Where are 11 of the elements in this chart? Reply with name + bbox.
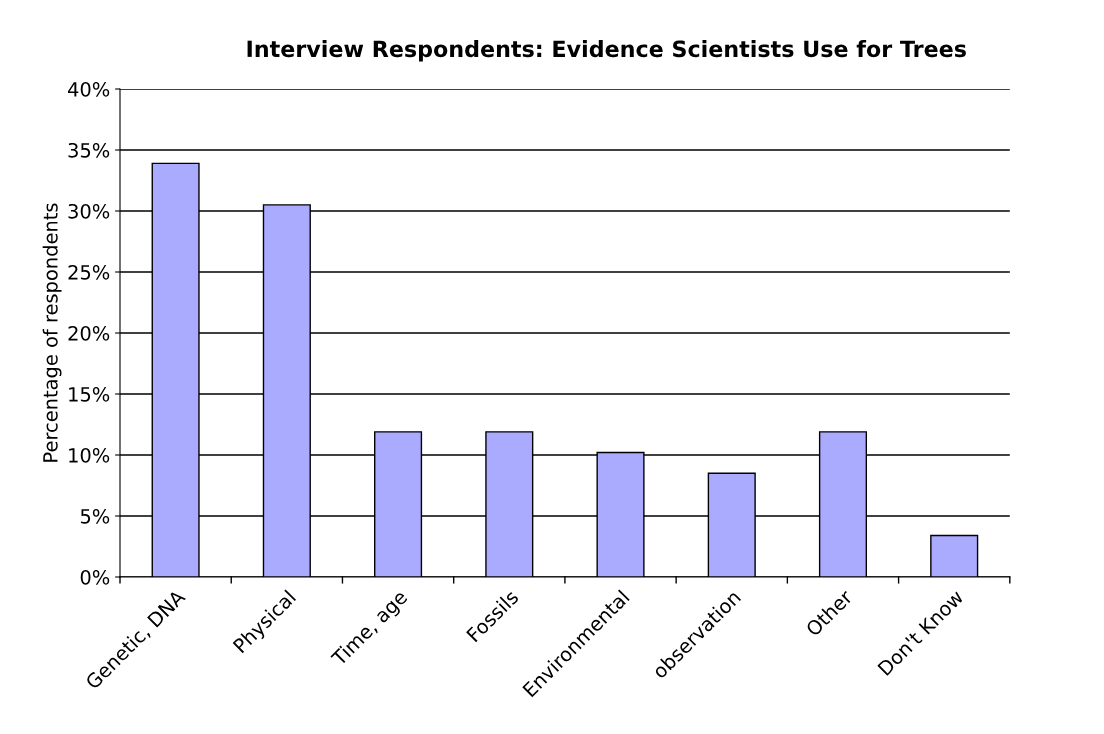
y-tick-label: 15% xyxy=(69,386,110,402)
y-tick-label: 35% xyxy=(68,142,110,158)
chart-title: Interview Respondents: Evidence Scientists Use for Trees xyxy=(247,40,966,62)
y-tick-label: 30% xyxy=(68,203,110,219)
y-axis-title: Percentage of respondents xyxy=(42,203,62,462)
y-tick-label: 0% xyxy=(80,569,110,585)
y-tick-label: 10% xyxy=(69,447,110,463)
y-tick-label: 5% xyxy=(80,508,110,524)
y-tick-label: 25% xyxy=(68,264,110,280)
y-tick-label: 40% xyxy=(68,81,110,97)
y-tick-label: 20% xyxy=(68,325,110,341)
